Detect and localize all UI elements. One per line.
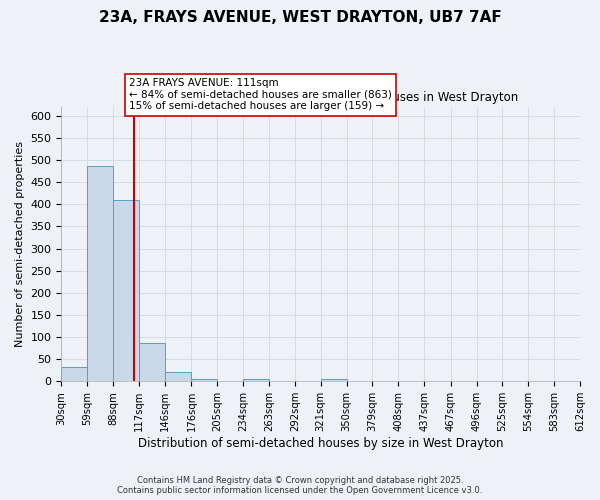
Text: 23A, FRAYS AVENUE, WEST DRAYTON, UB7 7AF: 23A, FRAYS AVENUE, WEST DRAYTON, UB7 7AF bbox=[98, 10, 502, 25]
Bar bbox=[165, 372, 191, 382]
Bar bbox=[61, 367, 87, 382]
Bar bbox=[321, 379, 347, 382]
Bar bbox=[191, 378, 217, 382]
Text: 23A FRAYS AVENUE: 111sqm
← 84% of semi-detached houses are smaller (863)
15% of : 23A FRAYS AVENUE: 111sqm ← 84% of semi-d… bbox=[129, 78, 392, 112]
Bar bbox=[139, 344, 165, 382]
Title: Size of property relative to semi-detached houses in West Drayton: Size of property relative to semi-detach… bbox=[124, 92, 518, 104]
Bar bbox=[113, 200, 139, 382]
Bar bbox=[87, 166, 113, 382]
Y-axis label: Number of semi-detached properties: Number of semi-detached properties bbox=[15, 141, 25, 347]
X-axis label: Distribution of semi-detached houses by size in West Drayton: Distribution of semi-detached houses by … bbox=[138, 437, 503, 450]
Bar bbox=[243, 378, 269, 382]
Text: Contains HM Land Registry data © Crown copyright and database right 2025.
Contai: Contains HM Land Registry data © Crown c… bbox=[118, 476, 482, 495]
